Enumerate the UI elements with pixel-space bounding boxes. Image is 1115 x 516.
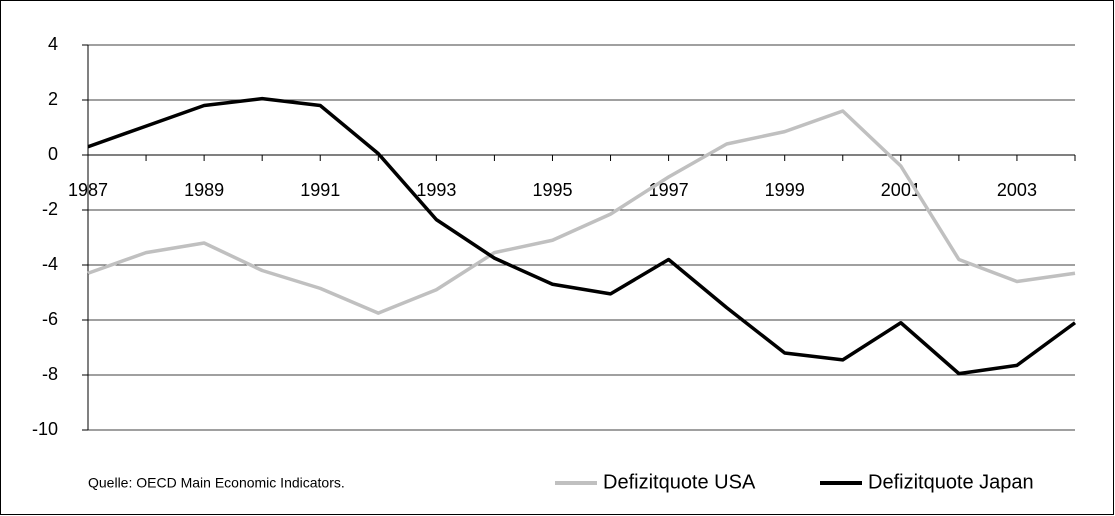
y-tick-label: -4 — [42, 254, 58, 274]
y-tick-label: 4 — [48, 34, 58, 54]
y-tick-label: -2 — [42, 199, 58, 219]
x-tick-label: 2003 — [997, 180, 1037, 200]
annotation: Quelle: OECD Main Economic Indicators. — [88, 475, 345, 491]
y-tick-label: 2 — [48, 89, 58, 109]
y-tick-label: 0 — [48, 144, 58, 164]
x-tick-label: 1991 — [300, 180, 340, 200]
series-line — [87, 96, 1077, 376]
y-tick-label: -8 — [42, 364, 58, 384]
y-tick-label: -6 — [42, 309, 58, 329]
x-tick-label: 1989 — [184, 180, 224, 200]
series-line — [87, 109, 1076, 315]
x-tick-label: 1987 — [68, 180, 108, 200]
legend-label: Defizitquote Japan — [868, 471, 1034, 493]
x-tick-label: 1997 — [649, 180, 689, 200]
legend-label: Defizitquote USA — [603, 471, 756, 493]
x-tick-label: 1999 — [765, 180, 805, 200]
y-tick-label: -10 — [32, 419, 58, 439]
x-tick-label: 1993 — [416, 180, 456, 200]
x-tick-label: 1995 — [532, 180, 572, 200]
